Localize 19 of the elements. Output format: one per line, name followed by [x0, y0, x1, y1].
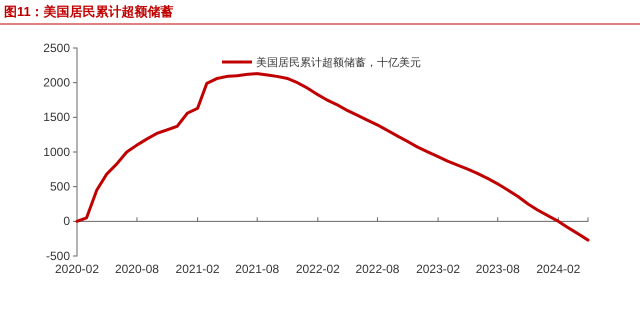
y-tick-label: 500 [50, 180, 70, 194]
x-tick-label: 2023-02 [416, 262, 460, 276]
line-series [76, 72, 590, 242]
y-tick-label: -500 [46, 248, 70, 263]
x-tick-label: 2022-02 [296, 262, 340, 276]
x-tick-label: 2024-02 [536, 262, 581, 276]
x-tick-label: 2022-08 [355, 262, 400, 276]
y-tick-label: 2000 [43, 76, 70, 90]
chart-title: 图11：美国居民累计超额储蓄 [4, 4, 174, 19]
y-tick-label: 1500 [43, 110, 70, 124]
x-tick-label: 2021-02 [176, 262, 220, 276]
y-tick-label: 2500 [43, 40, 70, 55]
x-tick-label: 2023-08 [476, 262, 520, 276]
y-tick-label: 0 [63, 214, 70, 228]
legend-label: 美国居民累计超额储蓄，十亿美元 [256, 56, 421, 69]
x-tick-label: 2021-08 [235, 262, 280, 276]
y-tick-label: 1000 [43, 144, 70, 159]
x-tick-label: 2020-08 [114, 262, 160, 276]
x-tick-label: 2020-02 [54, 262, 100, 276]
